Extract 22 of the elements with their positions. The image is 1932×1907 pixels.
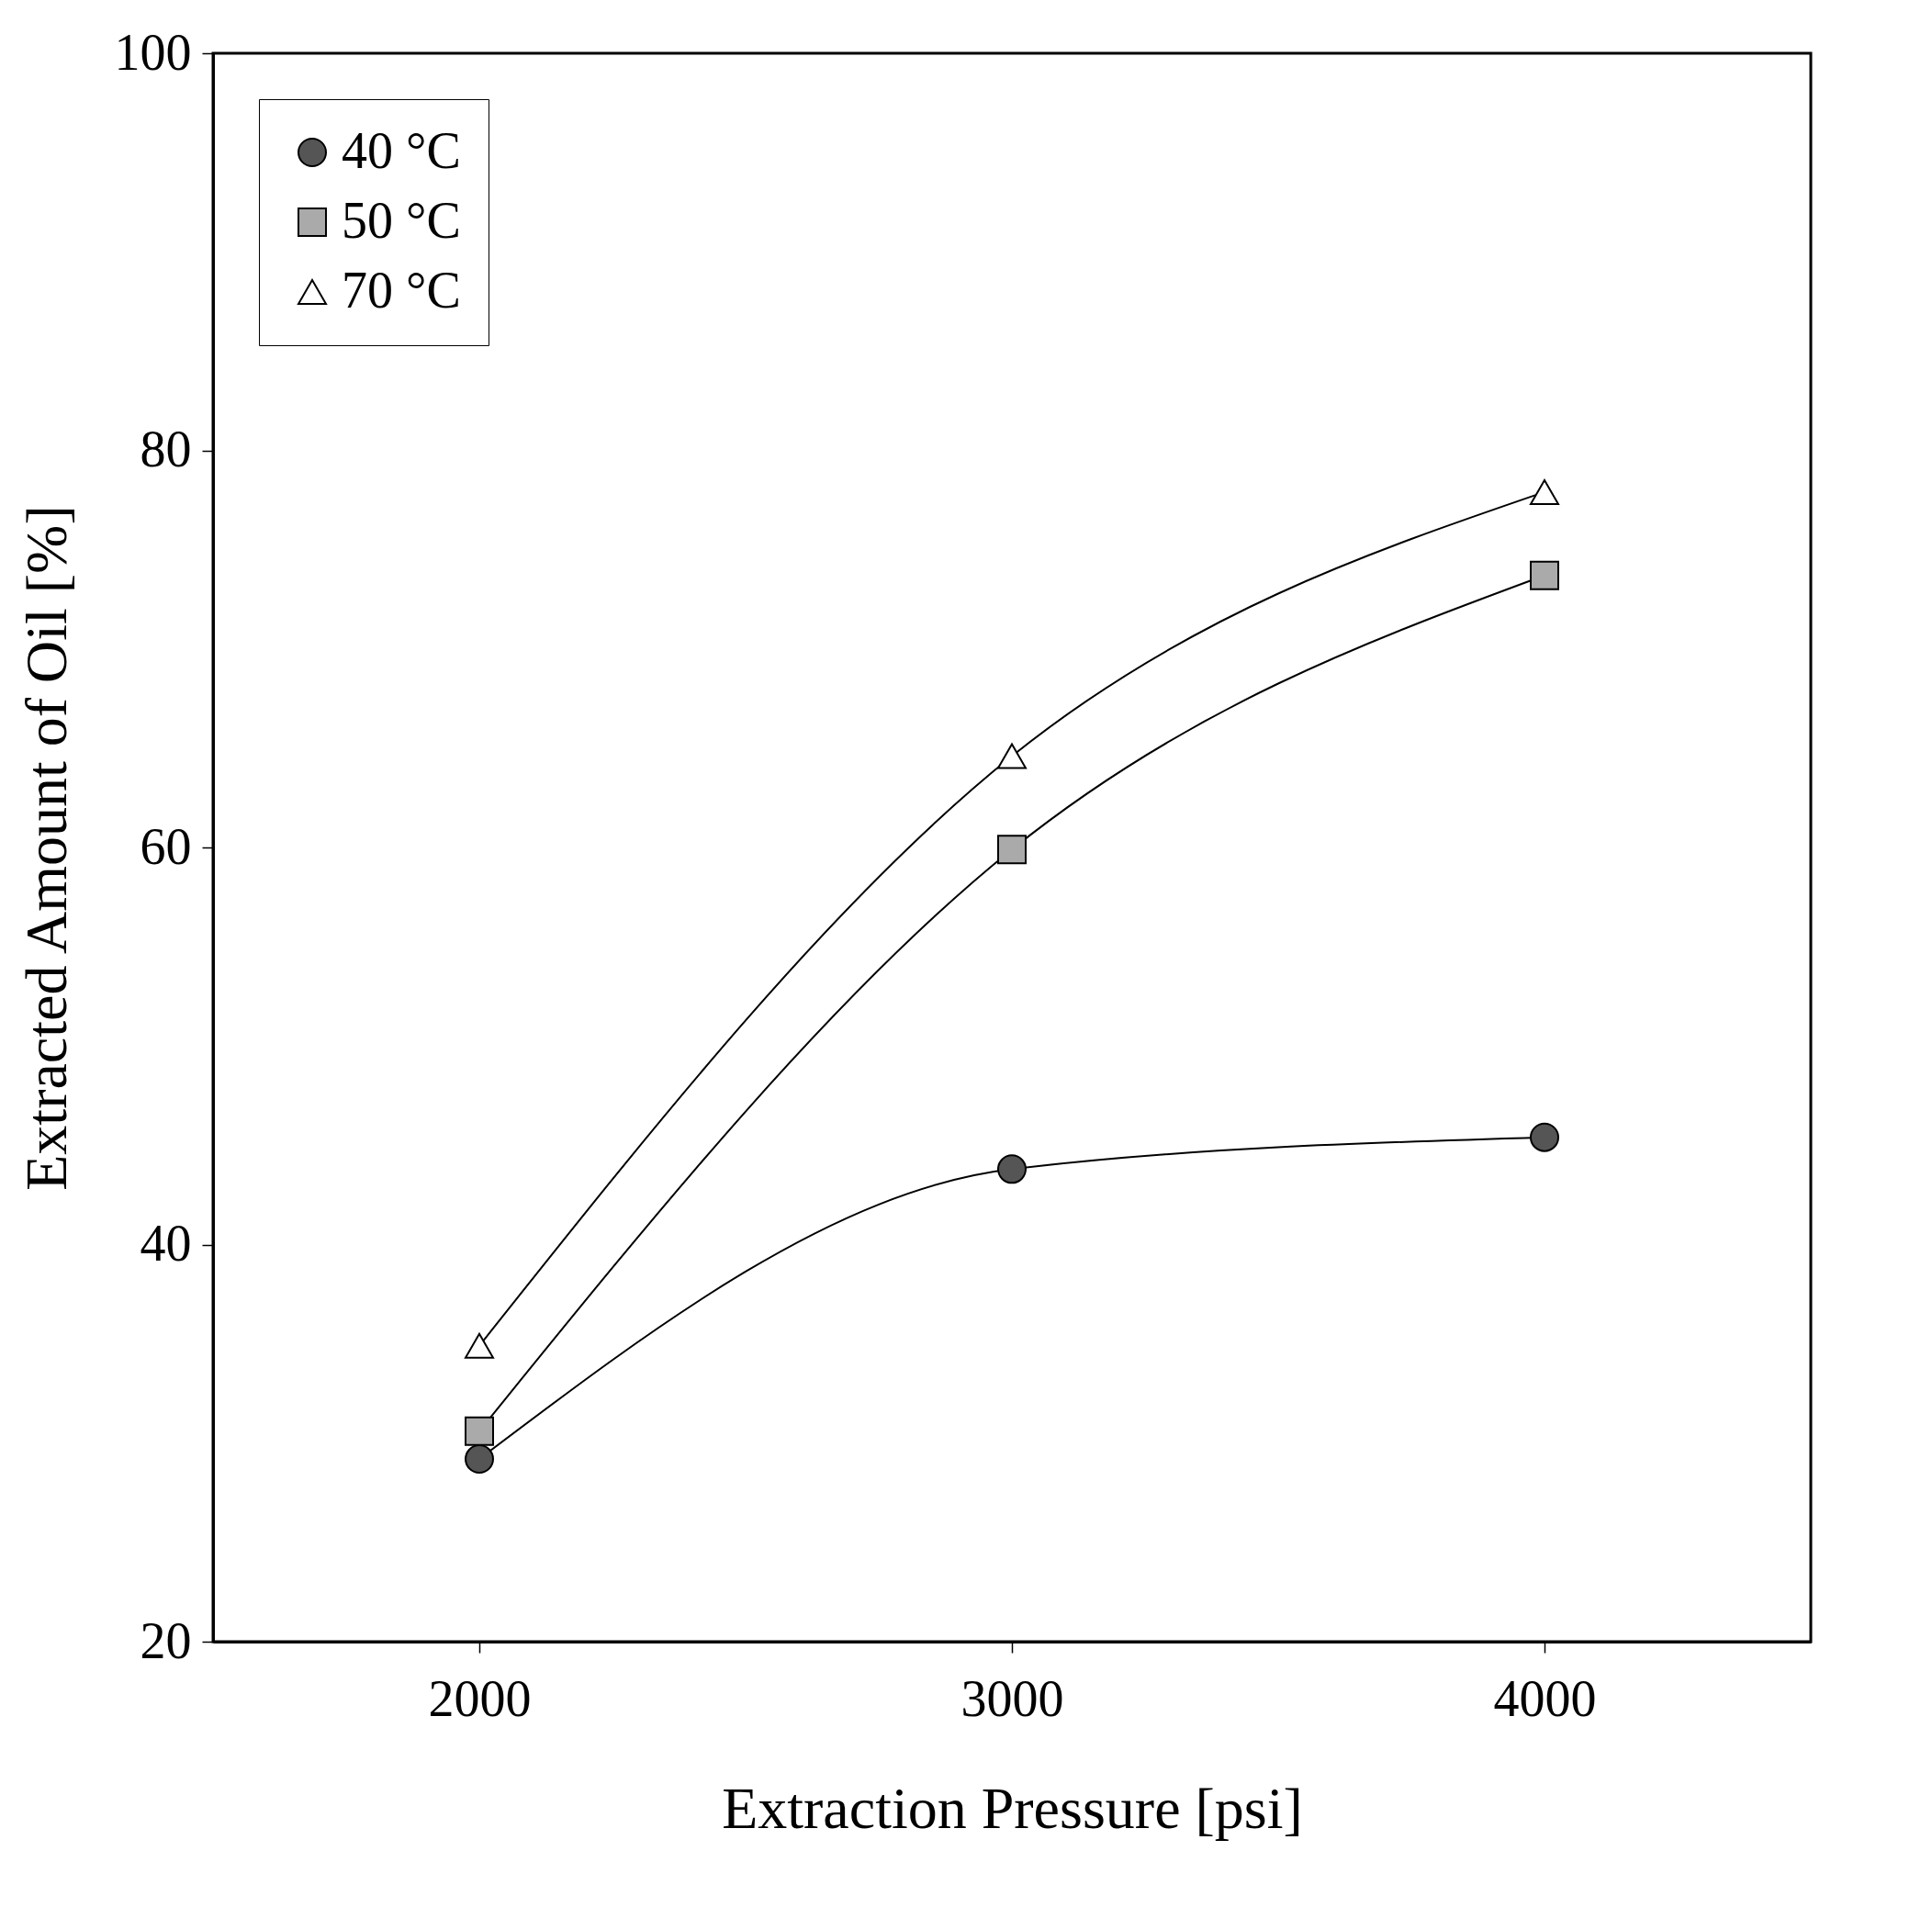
legend-label: 50 °C	[342, 192, 461, 249]
x-tick-label: 3000	[960, 1669, 1064, 1727]
legend-label: 70 °C	[342, 262, 461, 319]
y-tick-label: 20	[140, 1611, 192, 1669]
y-tick-label: 100	[114, 23, 192, 81]
legend-label: 40 °C	[342, 122, 461, 179]
point	[1530, 560, 1559, 590]
point	[465, 1444, 494, 1475]
x-tick-label: 4000	[1493, 1669, 1597, 1727]
x-tick-label: 2000	[428, 1669, 532, 1727]
y-tick-label: 60	[140, 817, 192, 875]
point	[465, 1332, 494, 1359]
point	[1530, 478, 1559, 505]
point	[465, 1416, 494, 1446]
point	[1530, 1122, 1559, 1152]
x-axis-title: Extraction Pressure [psi]	[722, 1775, 1303, 1841]
point	[997, 835, 1027, 865]
y-axis-title: Extracted Amount of Oil [%]	[13, 505, 79, 1191]
y-tick-label: 40	[140, 1215, 192, 1272]
point	[997, 743, 1027, 769]
y-tick-label: 80	[140, 421, 192, 477]
point	[997, 1154, 1027, 1184]
